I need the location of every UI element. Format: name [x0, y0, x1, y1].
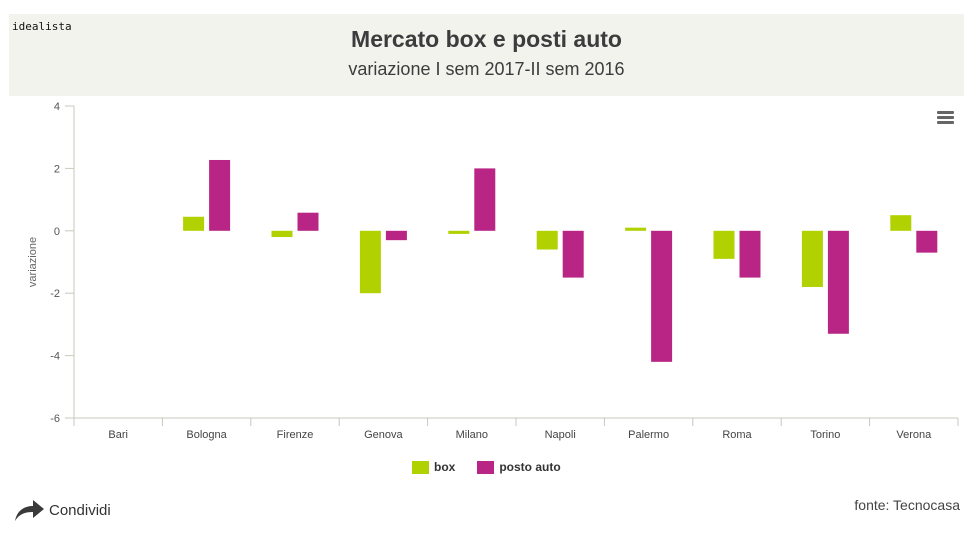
x-axis: Bari Bologna Firenze Genova Milano Napoli Pale… [65, 417, 959, 441]
bar-box-bologna[interactable] [183, 216, 205, 231]
bar-posto-auto-bologna[interactable] [209, 159, 231, 231]
bar-posto-auto-roma[interactable] [739, 230, 761, 278]
y-axis-label: variazione [27, 237, 39, 287]
share-label: Condividi [49, 501, 111, 519]
y-axis: 4 2 0 -2 -4 -6 [50, 101, 75, 425]
bar-posto-auto-palermo[interactable] [651, 230, 673, 362]
y-tick-label: -2 [50, 288, 60, 300]
bar-posto-auto-milano[interactable] [474, 168, 496, 231]
bar-box-torino[interactable] [801, 230, 823, 287]
share-arrow-icon [15, 500, 44, 521]
x-tick-label: Milano [456, 429, 488, 441]
y-tick-label: -6 [50, 413, 60, 425]
chart-header: idealista Mercato box e posti auto varia… [9, 14, 964, 96]
chart-title: Mercato box e posti auto [351, 26, 622, 52]
legend-swatch-posto-auto [477, 460, 495, 474]
legend: box posto auto [412, 460, 583, 474]
brand-logo: idealista [12, 20, 72, 33]
hamburger-menu-icon[interactable] [937, 111, 954, 125]
bar-box-palermo[interactable] [625, 227, 647, 231]
x-tick-label: Firenze [277, 429, 314, 441]
bar-box-firenze[interactable] [271, 230, 293, 238]
legend-item-posto-auto[interactable]: posto auto [477, 460, 561, 474]
bar-box-milano[interactable] [448, 230, 470, 234]
x-tick-label: Verona [896, 429, 932, 441]
x-tick-label: Torino [810, 429, 840, 441]
x-tick-label: Roma [722, 429, 752, 441]
y-tick-label: -4 [50, 351, 60, 363]
legend-swatch-box [412, 460, 429, 474]
chart-subtitle: variazione I sem 2017-II sem 2016 [348, 59, 625, 79]
x-tick-label: Napoli [545, 429, 576, 441]
bar-chart: 4 2 0 -2 -4 -6 Bari Bologna Firenze Genova Milano… [27, 101, 959, 441]
x-tick-label: Bari [108, 429, 128, 441]
bars [183, 159, 938, 362]
bar-box-genova[interactable] [359, 230, 381, 294]
x-tick-label: Genova [364, 429, 403, 441]
legend-label-posto-auto: posto auto [499, 460, 561, 474]
y-tick-label: 2 [54, 163, 60, 175]
bar-box-napoli[interactable] [536, 230, 558, 250]
share-button[interactable]: Condividi [13, 498, 111, 522]
x-tick-label: Palermo [628, 429, 669, 441]
legend-label-box: box [434, 460, 456, 474]
bar-posto-auto-torino[interactable] [827, 230, 849, 334]
bar-posto-auto-firenze[interactable] [297, 212, 319, 231]
bar-posto-auto-napoli[interactable] [562, 230, 584, 278]
source-note: fonte: Tecnocasa [854, 497, 960, 513]
y-tick-label: 4 [54, 101, 60, 113]
bar-box-roma[interactable] [713, 230, 735, 259]
x-tick-label: Bologna [186, 429, 227, 441]
y-tick-label: 0 [54, 226, 60, 238]
bar-box-verona[interactable] [890, 215, 912, 231]
legend-item-box[interactable]: box [412, 460, 455, 474]
bar-posto-auto-genova[interactable] [385, 230, 407, 241]
bar-posto-auto-verona[interactable] [916, 230, 938, 253]
